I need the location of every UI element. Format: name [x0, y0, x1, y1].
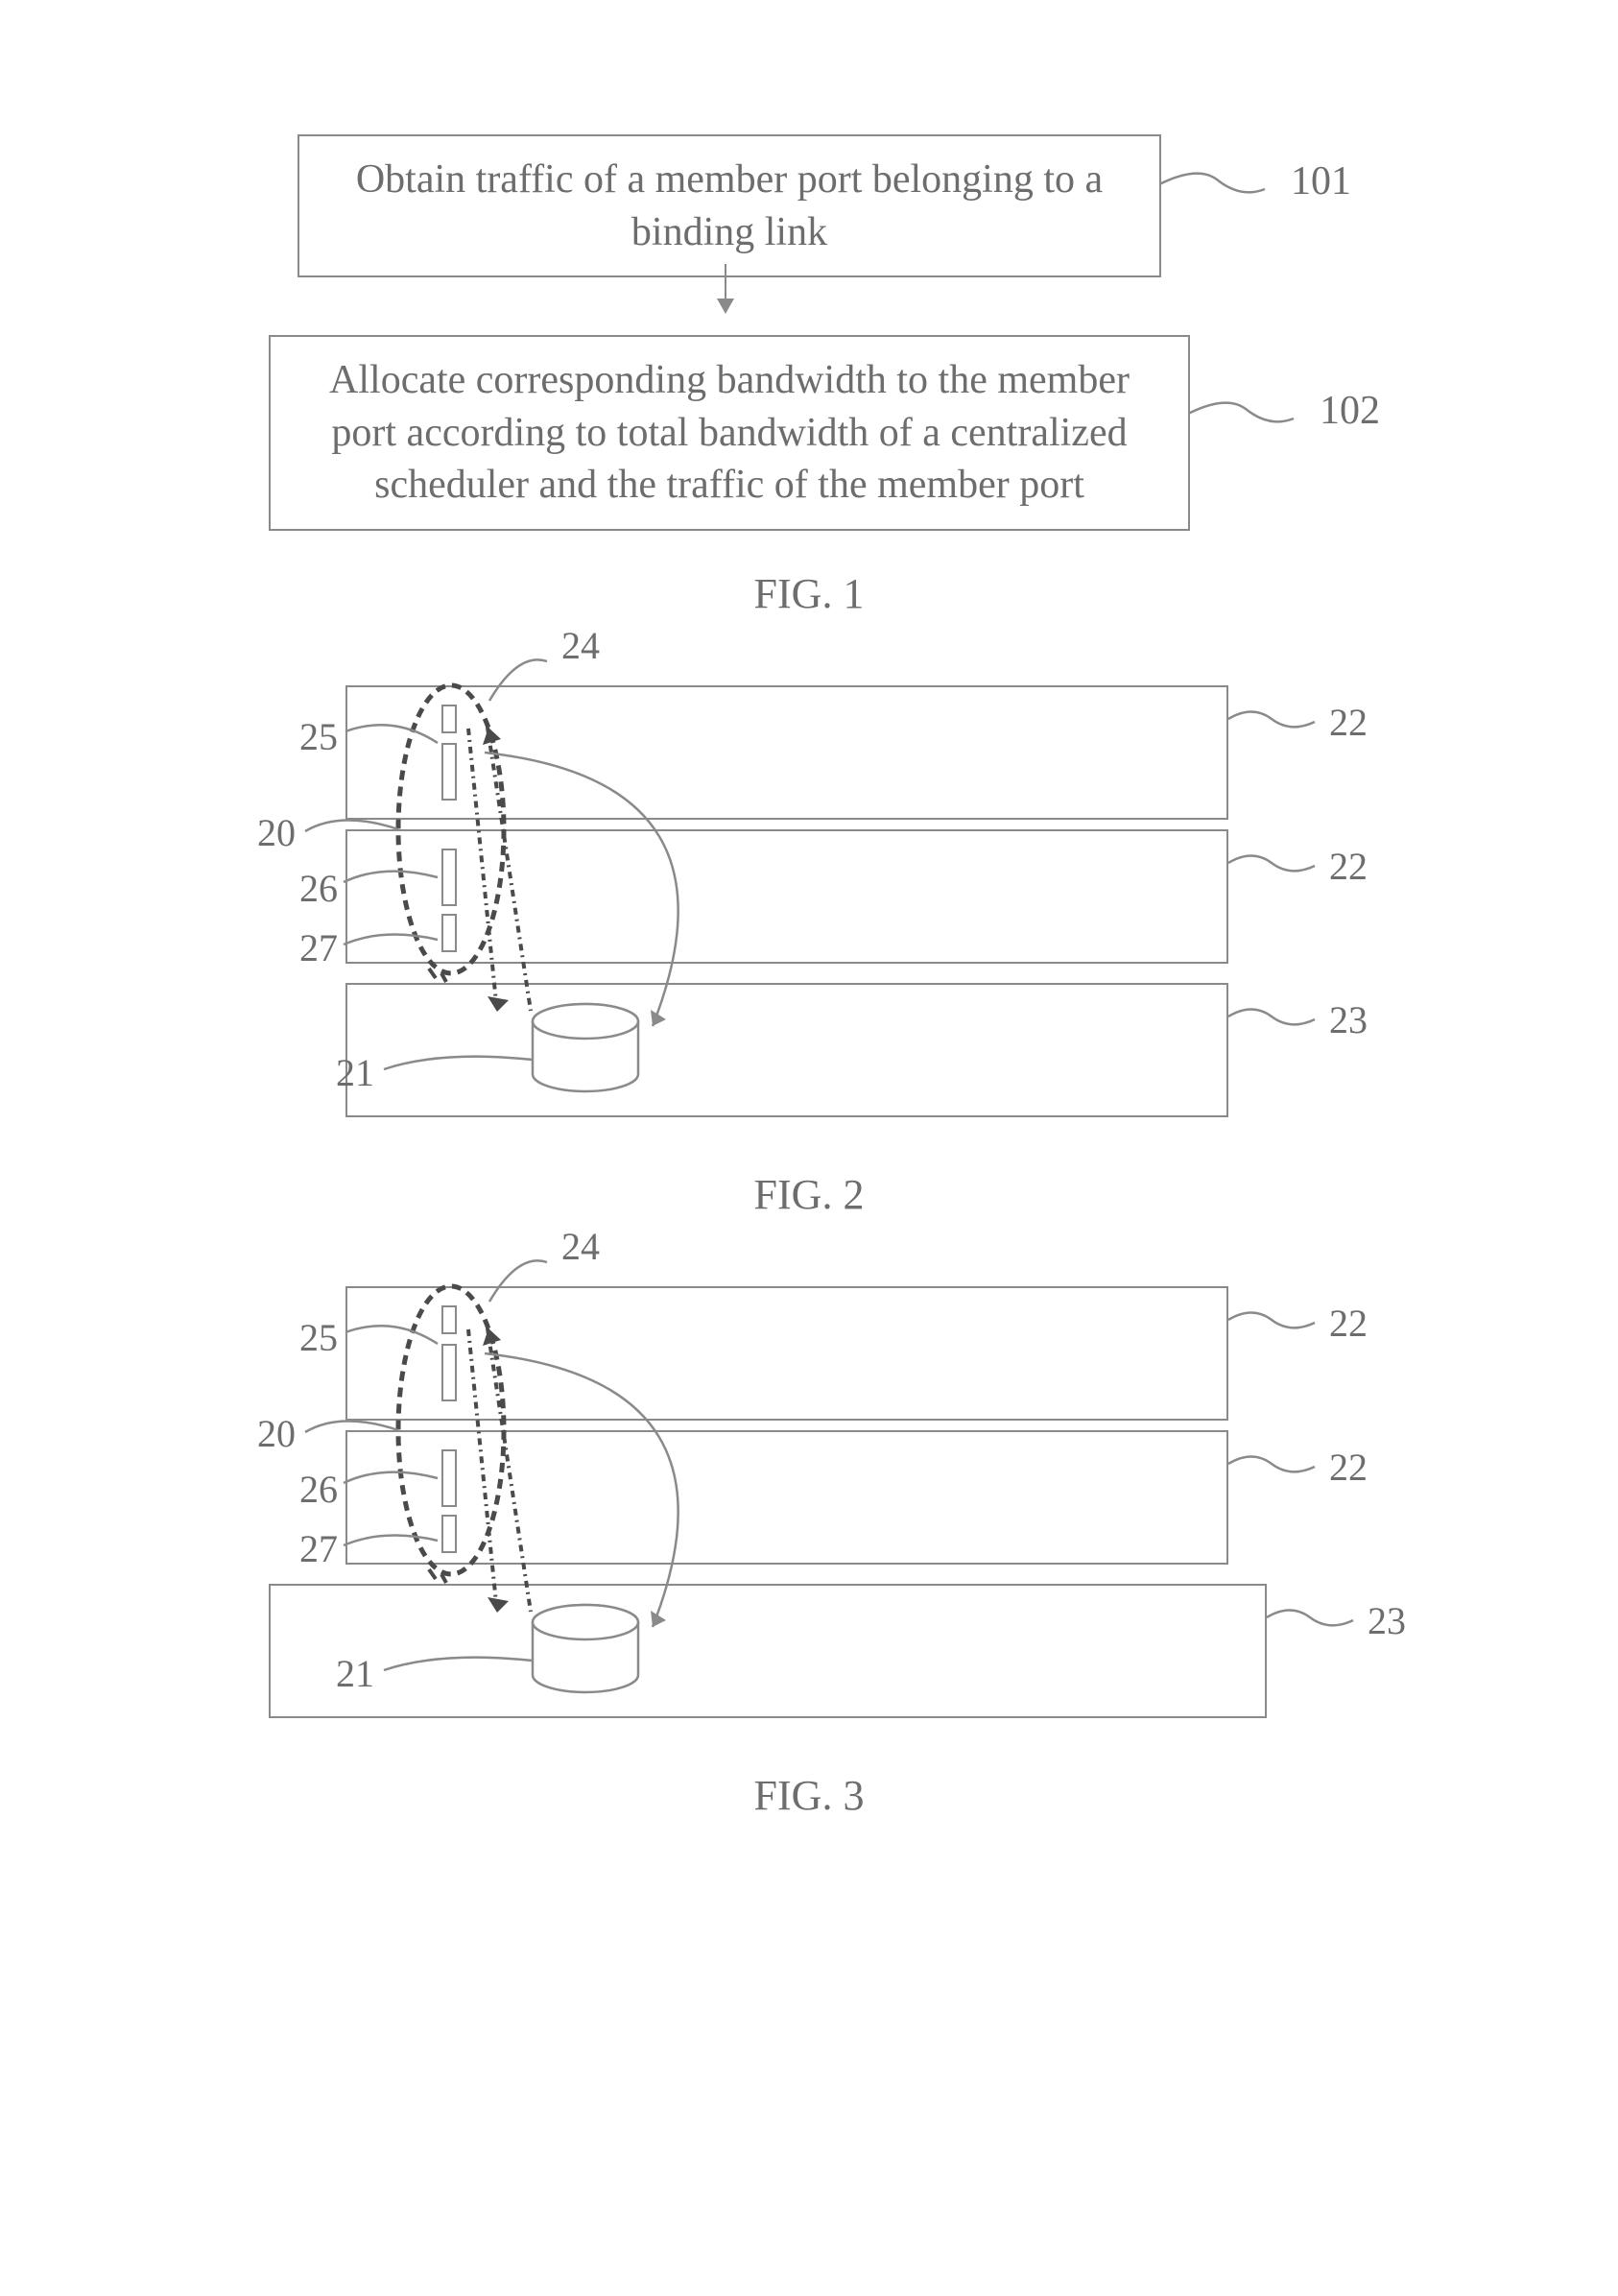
figure-1-caption: FIG. 1 [173, 569, 1445, 618]
ref-26: 26 [299, 866, 338, 911]
ref-22b: 22 [1329, 1445, 1368, 1490]
ref-27: 27 [299, 925, 338, 970]
ref-23: 23 [1368, 1598, 1406, 1643]
flowchart-step-101-text-2: binding link [631, 210, 827, 254]
figure-3-caption: FIG. 3 [173, 1771, 1445, 1820]
figure-1-section: Obtain traffic of a member port belongin… [173, 134, 1445, 618]
flowchart-step-102: Allocate corresponding bandwidth to the … [269, 335, 1190, 531]
figure-2-caption: FIG. 2 [173, 1170, 1445, 1219]
figure-2-overlay [250, 666, 1344, 1127]
flowchart-step-101: Obtain traffic of a member port belongin… [297, 134, 1161, 277]
lead-line-101 [1159, 155, 1274, 213]
figure-2-schematic: 24 25 20 26 27 21 22 22 23 [307, 685, 1267, 1146]
ref-102: 102 [1320, 385, 1380, 438]
ref-24: 24 [561, 1224, 600, 1269]
ref-101: 101 [1291, 155, 1351, 208]
figure-2-section: 24 25 20 26 27 21 22 22 23 FIG. 2 [173, 685, 1445, 1219]
ref-25: 25 [299, 1315, 338, 1360]
ref-20: 20 [257, 810, 296, 855]
ref-21: 21 [336, 1050, 374, 1095]
flowchart-step-102-text-1: Allocate corresponding bandwidth to the … [329, 358, 1130, 402]
ref-27: 27 [299, 1526, 338, 1571]
figure-3-schematic: 24 25 20 26 27 21 22 22 23 [307, 1286, 1267, 1747]
ref-22a: 22 [1329, 1301, 1368, 1346]
figure-3-section: 24 25 20 26 27 21 22 22 23 FIG. 3 [173, 1286, 1445, 1820]
ref-25: 25 [299, 714, 338, 759]
flow-arrow [725, 264, 726, 312]
ref-22b: 22 [1329, 844, 1368, 889]
flowchart-step-102-text-3: scheduler and the traffic of the member … [374, 463, 1084, 507]
ref-23: 23 [1329, 997, 1368, 1042]
ref-26: 26 [299, 1467, 338, 1512]
ref-21: 21 [336, 1651, 374, 1696]
scheduler-cylinder-icon [533, 1004, 638, 1091]
flowchart-step-101-text-1: Obtain traffic of a member port belongin… [356, 157, 1103, 202]
flowchart-step-102-text-2: port according to total bandwidth of a c… [331, 411, 1127, 455]
lead-line-102 [1188, 385, 1303, 442]
scheduler-cylinder-icon [533, 1605, 638, 1692]
patent-figures-page: Obtain traffic of a member port belongin… [0, 0, 1618, 2296]
figure-3-overlay [250, 1267, 1401, 1728]
ref-22a: 22 [1329, 700, 1368, 745]
ref-24: 24 [561, 623, 600, 668]
ref-20: 20 [257, 1411, 296, 1456]
